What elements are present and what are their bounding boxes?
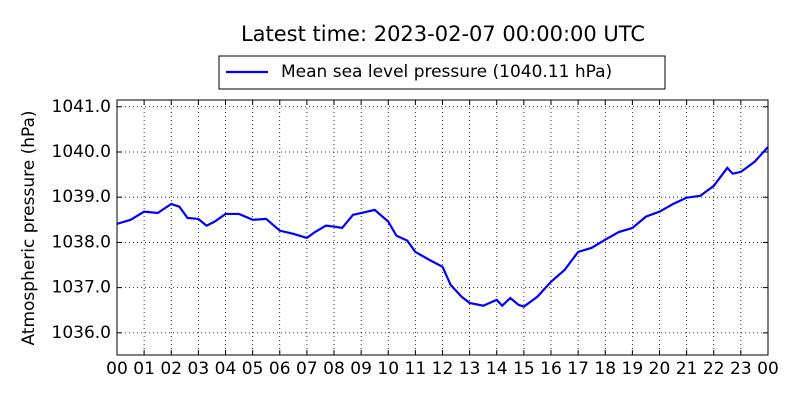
- x-tick-label: 05: [242, 359, 264, 379]
- x-tick-label: 19: [622, 359, 644, 379]
- x-tick-label: 01: [133, 359, 155, 379]
- x-tick-label: 07: [296, 359, 318, 379]
- y-tick-label: 1041.0: [52, 97, 111, 117]
- y-axis-label: Atmospheric pressure (hPa): [19, 110, 39, 345]
- x-tick-label: 08: [323, 359, 345, 379]
- chart-title: Latest time: 2023-02-07 00:00:00 UTC: [241, 22, 645, 46]
- x-tick-label: 10: [377, 359, 399, 379]
- x-tick-label: 18: [594, 359, 616, 379]
- x-tick-label: 16: [540, 359, 562, 379]
- x-tick-label: 14: [486, 359, 508, 379]
- x-tick-label: 00: [757, 359, 779, 379]
- legend-label: Mean sea level pressure (1040.11 hPa): [281, 62, 612, 82]
- legend-box: [218, 55, 666, 90]
- y-tick-label: 1039.0: [52, 187, 111, 207]
- plot-frame: [116, 99, 769, 356]
- x-tick-label: 04: [215, 359, 237, 379]
- y-tick-label: 1036.0: [52, 323, 111, 343]
- x-tick-label: 02: [160, 359, 182, 379]
- x-tick-label: 20: [649, 359, 671, 379]
- x-tick-label: 21: [676, 359, 698, 379]
- y-tick-label: 1038.0: [52, 232, 111, 252]
- x-tick-label: 12: [432, 359, 454, 379]
- x-tick-label: 03: [188, 359, 210, 379]
- y-tick-label: 1037.0: [52, 278, 111, 298]
- data-line: [116, 146, 769, 308]
- x-tick-label: 11: [405, 359, 427, 379]
- x-tick-label: 22: [703, 359, 725, 379]
- x-tick-label: 15: [513, 359, 535, 379]
- x-tick-label: 17: [567, 359, 589, 379]
- y-tick-label: 1040.0: [52, 142, 111, 162]
- x-tick-label: 13: [459, 359, 481, 379]
- x-tick-label: 06: [269, 359, 291, 379]
- x-tick-label: 09: [350, 359, 372, 379]
- x-tick-label: 00: [106, 359, 128, 379]
- x-tick-label: 23: [730, 359, 752, 379]
